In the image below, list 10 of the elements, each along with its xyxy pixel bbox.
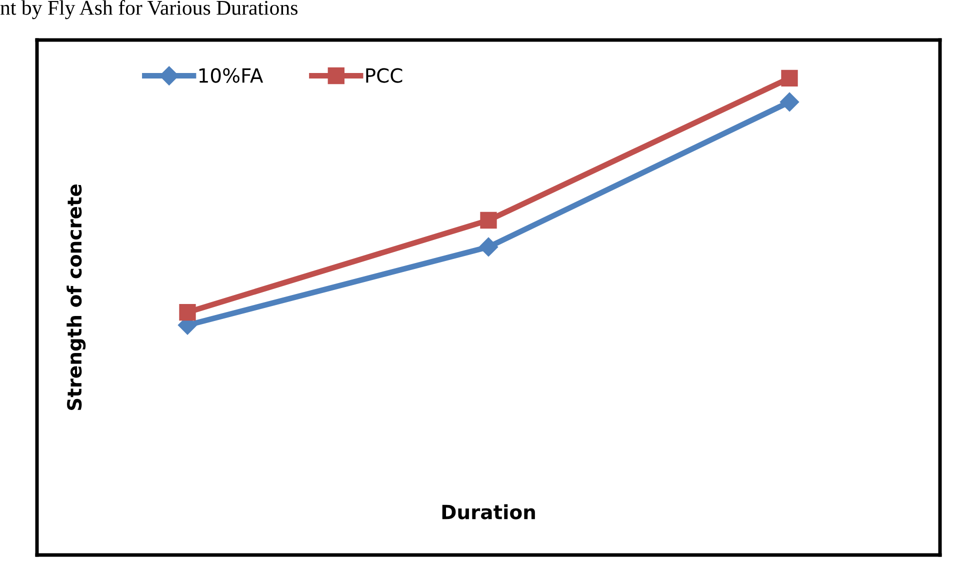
point bbox=[478, 237, 498, 256]
y-axis-title: Strength of concrete bbox=[66, 184, 86, 410]
chart-title: nt by Fly Ash for Various Durations bbox=[0, 0, 298, 20]
legend-label: PCC bbox=[366, 68, 402, 83]
x-axis-title: Duration bbox=[442, 504, 535, 520]
point bbox=[780, 92, 800, 112]
point bbox=[480, 212, 497, 229]
point bbox=[179, 304, 196, 321]
point bbox=[781, 70, 798, 86]
legend-label: 10%FA bbox=[199, 68, 264, 83]
